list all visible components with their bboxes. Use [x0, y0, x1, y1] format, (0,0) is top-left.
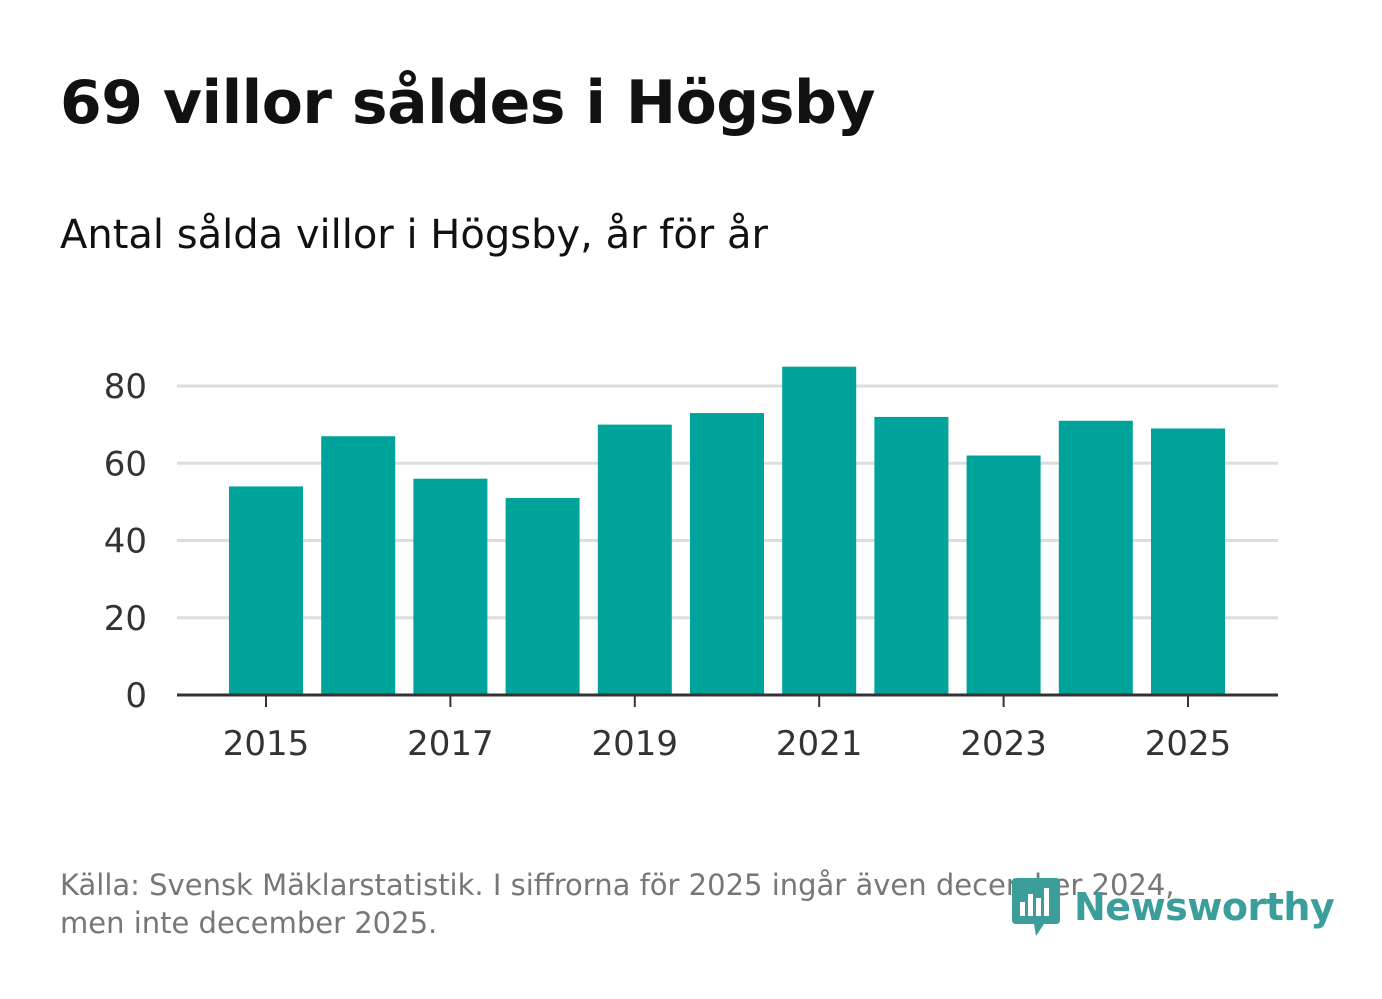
- bar-2022: [874, 416, 949, 695]
- x-tick-label: 2025: [1145, 724, 1232, 764]
- x-tick-label: 2021: [776, 724, 863, 764]
- bar-chart-badge-icon: [1012, 878, 1060, 936]
- axes: 0 20 40 60 80 2015 2017 2019 2021 2023 2025: [104, 367, 1278, 764]
- x-tick-label: 2017: [407, 724, 494, 764]
- bar-2019: [597, 424, 672, 695]
- newsworthy-logo: Newsworthy: [1010, 876, 1335, 938]
- source-note: Källa: Svensk Mäklarstatistik. I siffror…: [60, 866, 1260, 942]
- bar-2017: [413, 478, 488, 695]
- chart-title: 69 villor såldes i Högsby: [60, 68, 876, 138]
- x-tick-label: 2023: [960, 724, 1047, 764]
- chart-subtitle: Antal sålda villor i Högsby, år för år: [60, 212, 768, 258]
- x-tick-label: 2015: [223, 724, 310, 764]
- bar-2024: [1058, 420, 1133, 695]
- y-tick-label: 20: [104, 599, 147, 639]
- source-note-line-2: men inte december 2025.: [60, 906, 438, 940]
- bar-2015: [229, 486, 303, 695]
- bar-2018: [505, 498, 580, 695]
- bar-2021: [782, 366, 857, 695]
- y-tick-label: 80: [104, 367, 147, 407]
- y-tick-label: 0: [125, 676, 147, 716]
- y-tick-label: 40: [104, 522, 147, 562]
- y-tick-label: 60: [104, 444, 147, 484]
- bar-2025: [1151, 428, 1225, 695]
- x-tick-label: 2019: [592, 724, 679, 764]
- bar-2020: [690, 413, 764, 695]
- bar-2023: [966, 455, 1041, 695]
- logo-text: Newsworthy: [1074, 885, 1335, 929]
- bars: [229, 366, 1225, 695]
- bar-2016: [321, 436, 396, 695]
- source-note-line-1: Källa: Svensk Mäklarstatistik. I siffror…: [60, 868, 1175, 902]
